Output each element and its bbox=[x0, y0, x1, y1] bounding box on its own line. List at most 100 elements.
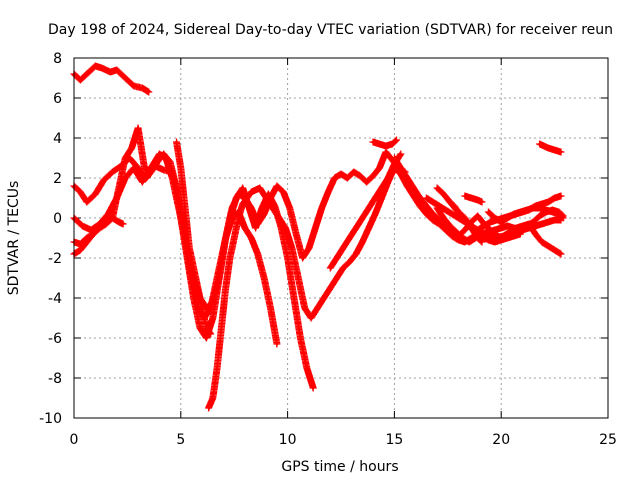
data-point bbox=[386, 176, 390, 180]
data-point bbox=[547, 146, 550, 150]
data-point bbox=[512, 234, 516, 238]
grid-lines bbox=[74, 58, 608, 418]
data-point bbox=[162, 168, 165, 172]
data-point bbox=[544, 208, 548, 212]
data-point bbox=[327, 190, 330, 194]
y-tick-label: -2 bbox=[48, 251, 62, 267]
data-point bbox=[175, 140, 178, 144]
data-point bbox=[365, 180, 368, 184]
y-tick-label: -10 bbox=[39, 411, 62, 427]
data-point bbox=[85, 200, 89, 204]
data-point bbox=[175, 186, 178, 190]
data-point bbox=[341, 266, 345, 270]
data-point bbox=[493, 240, 496, 244]
data-point bbox=[141, 180, 144, 184]
data-point bbox=[557, 212, 561, 216]
data-point bbox=[209, 332, 212, 336]
data-point bbox=[425, 212, 428, 216]
data-point bbox=[183, 206, 187, 210]
data-point bbox=[406, 176, 409, 180]
data-point bbox=[412, 194, 415, 198]
data-point bbox=[431, 200, 434, 204]
data-point bbox=[395, 138, 398, 142]
data-point bbox=[480, 234, 484, 238]
data-point bbox=[553, 218, 556, 222]
series-track-11 bbox=[326, 150, 405, 272]
data-point bbox=[100, 66, 104, 70]
data-point bbox=[495, 234, 499, 238]
data-point bbox=[457, 210, 460, 214]
data-point bbox=[367, 226, 370, 230]
data-point bbox=[461, 236, 464, 240]
data-point bbox=[254, 226, 257, 230]
data-point bbox=[124, 176, 127, 180]
data-point bbox=[237, 192, 240, 196]
data-point bbox=[305, 366, 308, 370]
y-tick-label: 8 bbox=[53, 51, 62, 67]
data-point bbox=[205, 326, 208, 330]
data-point bbox=[143, 166, 146, 170]
series-track-16 bbox=[536, 140, 565, 156]
data-point bbox=[512, 226, 516, 230]
data-point bbox=[316, 306, 319, 310]
data-point bbox=[294, 232, 298, 236]
data-point bbox=[250, 206, 253, 210]
data-point bbox=[290, 246, 294, 250]
data-point bbox=[438, 218, 441, 222]
data-point bbox=[92, 232, 95, 236]
data-point bbox=[136, 126, 140, 130]
data-point bbox=[132, 166, 135, 170]
data-point bbox=[111, 216, 114, 220]
data-point bbox=[512, 212, 516, 216]
data-point bbox=[380, 186, 383, 190]
data-point bbox=[559, 150, 563, 154]
data-point bbox=[348, 236, 351, 240]
data-point bbox=[354, 226, 358, 230]
data-point bbox=[399, 166, 402, 170]
data-point bbox=[542, 144, 546, 148]
data-point bbox=[250, 190, 253, 194]
data-point bbox=[224, 236, 227, 240]
data-point bbox=[448, 200, 452, 204]
x-tick-labels: 0 5 10 15 20 25 bbox=[70, 432, 617, 448]
data-point bbox=[500, 220, 503, 224]
data-point bbox=[463, 228, 467, 232]
data-point bbox=[117, 186, 121, 190]
data-point bbox=[94, 192, 97, 196]
data-point bbox=[111, 170, 114, 174]
data-point bbox=[230, 206, 234, 210]
data-point bbox=[374, 196, 377, 200]
data-point bbox=[476, 214, 479, 218]
data-point bbox=[339, 172, 343, 176]
data-point bbox=[444, 208, 447, 212]
data-point bbox=[258, 186, 261, 190]
data-point bbox=[79, 190, 82, 194]
data-point bbox=[425, 196, 428, 200]
data-point bbox=[425, 204, 428, 208]
data-point bbox=[265, 196, 268, 200]
data-point bbox=[371, 140, 375, 144]
data-point bbox=[480, 200, 484, 204]
data-point bbox=[361, 240, 364, 244]
data-point bbox=[341, 246, 345, 250]
data-point bbox=[335, 256, 338, 260]
data-point bbox=[124, 76, 127, 80]
data-point bbox=[141, 86, 144, 90]
y-tick-label: 6 bbox=[53, 91, 62, 107]
x-tick-label: 20 bbox=[492, 432, 510, 448]
data-point bbox=[354, 252, 358, 256]
data-point bbox=[271, 206, 274, 210]
data-point bbox=[107, 212, 110, 216]
series-track-6 bbox=[173, 138, 215, 338]
data-point bbox=[85, 240, 89, 244]
data-point bbox=[215, 366, 219, 370]
data-point bbox=[470, 196, 473, 200]
x-tick-label: 10 bbox=[279, 432, 297, 448]
data-point bbox=[314, 226, 317, 230]
data-point bbox=[431, 212, 434, 216]
data-point bbox=[480, 240, 484, 244]
data-point bbox=[547, 200, 550, 204]
data-point bbox=[553, 196, 556, 200]
data-point bbox=[89, 228, 93, 232]
